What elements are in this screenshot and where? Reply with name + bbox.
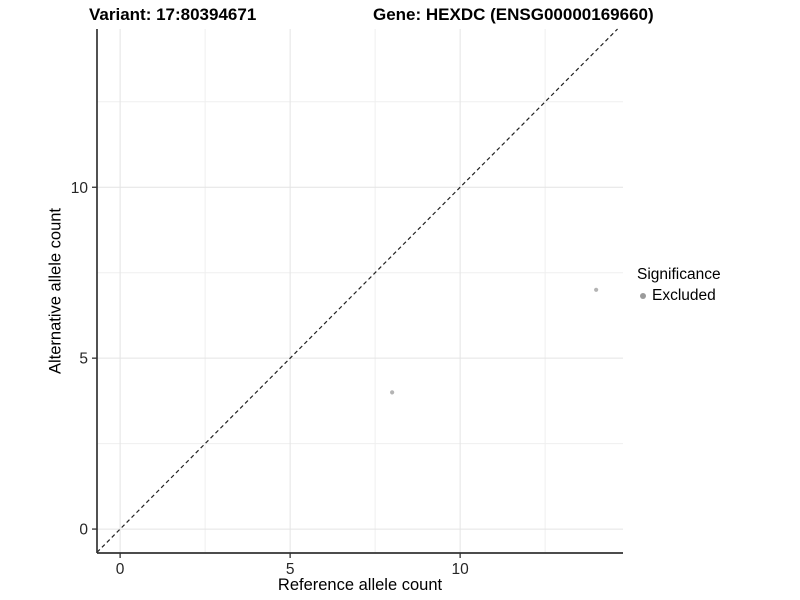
- x-tick-label: 5: [286, 561, 295, 578]
- x-axis-title: Reference allele count: [277, 576, 443, 594]
- identity-line: [96, 28, 618, 553]
- y-tick-label: 5: [79, 351, 88, 368]
- y-axis-title: Alternative allele count: [46, 207, 65, 375]
- y-tick-label: 0: [79, 522, 88, 539]
- legend-item-excluded: Excluded: [637, 287, 721, 305]
- x-tick-label: 0: [116, 561, 125, 578]
- legend-key-dot-icon: [640, 293, 646, 299]
- legend-title: Significance: [637, 266, 721, 283]
- legend: Significance Excluded: [637, 266, 721, 305]
- data-point: [594, 287, 599, 292]
- y-tick-label: 10: [71, 180, 89, 197]
- x-tick-label: 10: [452, 561, 470, 578]
- variant-title: Variant: 17:80394671: [89, 5, 257, 24]
- legend-item-label: Excluded: [652, 287, 716, 304]
- data-point: [390, 390, 395, 395]
- gene-title: Gene: HEXDC (ENSG00000169660): [373, 5, 654, 24]
